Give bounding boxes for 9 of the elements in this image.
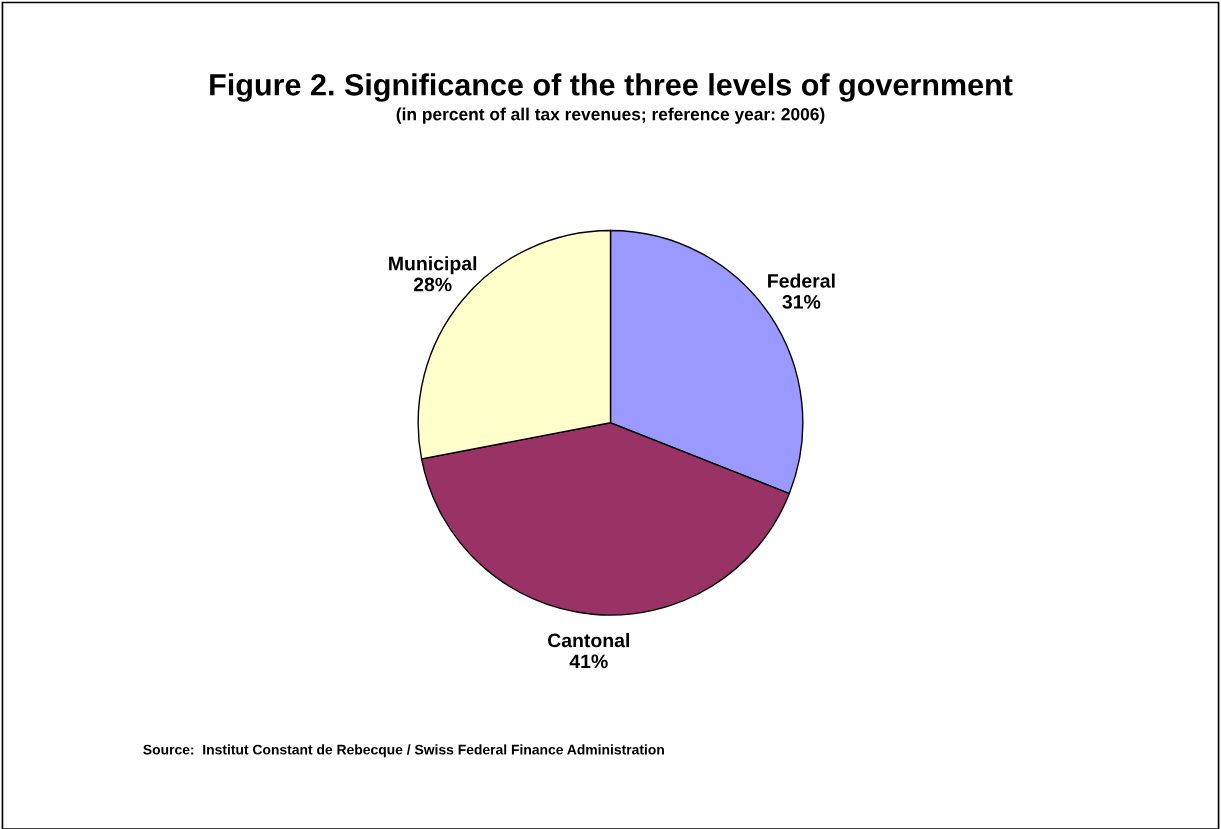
slice-label: Federal xyxy=(768,273,835,288)
data-label: 28% xyxy=(413,277,452,292)
slice-label: Cantonal xyxy=(547,633,629,648)
data-label: 41% xyxy=(569,654,608,669)
source-note: Source: Institut Constant de Rebecque / Swiss Federal Finance Administration xyxy=(143,744,664,758)
chart-title: Figure 2. Significance of the three levels of government xyxy=(210,73,1013,102)
chart-subtitle: (in percent of all tax revenues; reference year: 2006) xyxy=(396,107,825,124)
data-label: 31% xyxy=(782,294,821,309)
slice-label: Municipal xyxy=(389,256,477,275)
